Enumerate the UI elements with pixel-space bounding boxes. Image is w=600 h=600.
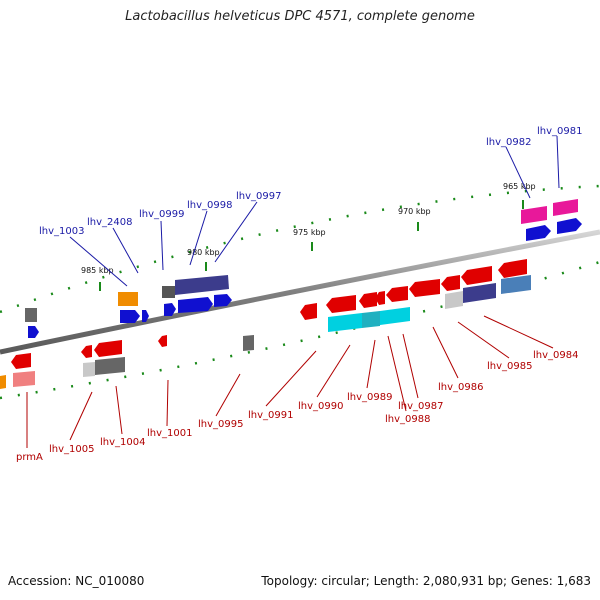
gene-label: lhv_0986 bbox=[438, 382, 483, 393]
gene-arrow bbox=[94, 340, 122, 357]
gene-arrow bbox=[164, 303, 176, 316]
gene-label: lhv_0989 bbox=[347, 392, 392, 403]
gene-arrow bbox=[441, 275, 460, 291]
gene-arrow bbox=[83, 362, 95, 377]
gene-label: lhv_0988 bbox=[385, 414, 430, 425]
scale-label: 980 kbp bbox=[187, 248, 220, 257]
gene-arrow bbox=[328, 313, 362, 332]
gene-label: lhv_2408 bbox=[87, 217, 132, 228]
gene-arrow bbox=[498, 259, 527, 278]
gene-arrow bbox=[521, 206, 547, 224]
gene-arrow bbox=[162, 286, 175, 298]
gene-upper-strand bbox=[25, 199, 582, 338]
gene-arrow bbox=[11, 353, 31, 369]
gene-arrow bbox=[557, 218, 582, 234]
gene-label: prmA bbox=[16, 452, 43, 463]
gene-label: lhv_0984 bbox=[533, 350, 578, 361]
gene-arrow bbox=[13, 371, 35, 387]
scale-ring-outer bbox=[0, 184, 600, 314]
gene-arrow bbox=[175, 275, 229, 295]
gene-arrow bbox=[375, 291, 385, 305]
gene-arrow bbox=[0, 375, 6, 389]
scale-label: 970 kbp bbox=[398, 207, 431, 216]
gene-arrow bbox=[142, 310, 149, 322]
gene-label: lhv_1001 bbox=[147, 428, 192, 439]
gene-arrow bbox=[28, 326, 39, 338]
gene-arrow bbox=[214, 294, 232, 307]
scale-label: 965 kbp bbox=[503, 182, 536, 191]
gene-arrow bbox=[25, 308, 37, 322]
gene-arrow bbox=[120, 310, 140, 323]
map-title: Lactobacillus helveticus DPC 4571, compl… bbox=[125, 9, 475, 24]
gene-label: lhv_0982 bbox=[486, 137, 531, 148]
gene-label: lhv_0981 bbox=[537, 126, 582, 137]
gene-lower-strand bbox=[0, 259, 531, 389]
gene-arrow bbox=[461, 266, 492, 285]
gene-label: lhv_0995 bbox=[198, 419, 243, 430]
gene-label: lhv_0987 bbox=[398, 401, 443, 412]
gene-label: lhv_1003 bbox=[39, 226, 84, 237]
genome-backbone bbox=[0, 229, 600, 355]
gene-arrow bbox=[243, 335, 254, 351]
genome-summary-text: Topology: circular; Length: 2,080,931 bp… bbox=[261, 574, 591, 588]
accession-text: Accession: NC_010080 bbox=[8, 574, 145, 588]
gene-label: lhv_0998 bbox=[187, 200, 232, 211]
gene-arrow bbox=[445, 291, 463, 309]
gene-label: lhv_0999 bbox=[139, 209, 184, 220]
gene-arrow bbox=[409, 279, 440, 297]
gene-label: lhv_0985 bbox=[487, 361, 532, 372]
gene-arrow bbox=[553, 199, 578, 216]
leader-lines-bottom bbox=[26, 315, 554, 448]
gene-arrow bbox=[526, 225, 551, 241]
gene-arrow bbox=[326, 295, 356, 313]
gene-arrow bbox=[158, 335, 167, 347]
scale-label: 975 kbp bbox=[293, 228, 326, 237]
gene-label: lhv_1005 bbox=[49, 444, 94, 455]
gene-label: lhv_0997 bbox=[236, 191, 281, 202]
gene-arrow bbox=[386, 286, 408, 302]
gene-arrow bbox=[359, 292, 377, 308]
gene-arrow bbox=[362, 311, 380, 328]
leader-lines-top bbox=[69, 135, 560, 287]
gene-arrow bbox=[95, 357, 125, 375]
gene-arrow bbox=[178, 297, 213, 313]
scale-label: 985 kbp bbox=[81, 266, 114, 275]
gene-arrow bbox=[118, 292, 138, 306]
gene-arrow bbox=[81, 345, 92, 358]
gene-label: lhv_0990 bbox=[298, 401, 343, 412]
gene-label: lhv_0991 bbox=[248, 410, 293, 421]
gene-arrow bbox=[463, 283, 496, 303]
gene-arrow bbox=[300, 303, 317, 320]
gene-label: lhv_1004 bbox=[100, 437, 145, 448]
gene-arrow bbox=[380, 307, 410, 325]
gene-arrow bbox=[501, 275, 531, 294]
